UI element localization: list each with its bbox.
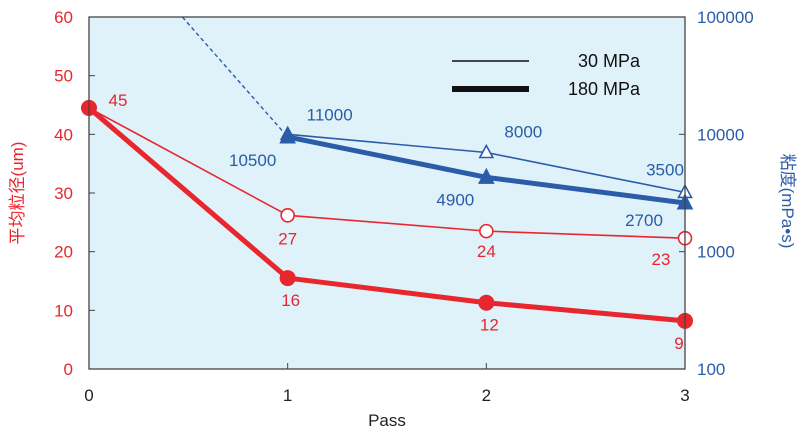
right-axis-tick-label: 1000 — [697, 243, 735, 262]
left-axis-tick-label: 10 — [54, 301, 73, 320]
x-axis-tick-label: 1 — [283, 386, 292, 405]
right-axis-tick-label: 100000 — [697, 8, 754, 27]
left-axis-tick-label: 50 — [54, 67, 73, 86]
left-axis-tick-label: 30 — [54, 184, 73, 203]
data-label-30mpa-particle-size: 24 — [477, 242, 496, 261]
data-label-180mpa-viscosity: 10500 — [229, 151, 276, 170]
data-point-180mpa-viscosity — [279, 127, 296, 144]
left-axis-tick-label: 0 — [64, 360, 73, 379]
left-axis-tick-label: 60 — [54, 8, 73, 27]
data-label-30mpa-particle-size: 45 — [109, 91, 128, 110]
data-point-30mpa-particle-size — [280, 207, 295, 223]
data-label-180mpa-particle-size: 12 — [480, 316, 499, 335]
x-axis-tick-label: 2 — [482, 386, 491, 405]
data-label-180mpa-particle-size: 16 — [281, 291, 300, 310]
data-label-30mpa-particle-size: 27 — [278, 229, 297, 248]
data-label-30mpa-particle-size: 23 — [652, 250, 671, 269]
data-label-30mpa-viscosity: 11000 — [307, 105, 353, 124]
series-line-180mpa-particle-size — [86, 105, 688, 324]
data-point-30mpa-particle-size — [479, 223, 494, 239]
right-axis-title: 粘度(mPa•s) — [778, 154, 797, 249]
left-axis-tick-label: 20 — [54, 243, 73, 262]
right-axis-tick-label: 100 — [697, 360, 725, 379]
x-axis-tick-label: 0 — [84, 386, 93, 405]
data-label-30mpa-viscosity: 8000 — [504, 123, 542, 142]
x-axis-title: Pass — [368, 411, 406, 430]
right-axis-tick-label: 10000 — [697, 125, 744, 144]
series-line-30mpa-particle-size — [88, 107, 686, 239]
left-axis-tick-label: 40 — [54, 125, 73, 144]
data-point-180mpa-particle-size — [279, 270, 296, 287]
data-label-30mpa-viscosity: 3500 — [646, 160, 684, 179]
legend-label: 180 MPa — [568, 79, 641, 99]
data-label-180mpa-particle-size: 9 — [674, 334, 683, 353]
data-label-180mpa-viscosity: 4900 — [436, 190, 474, 209]
data-label-180mpa-viscosity: 2700 — [625, 211, 663, 230]
left-axis-title: 平均粒径(um) — [8, 142, 27, 245]
data-point-180mpa-viscosity — [478, 167, 495, 184]
data-point-180mpa-particle-size — [478, 294, 495, 311]
viscosity-dashed-extension — [181, 16, 289, 138]
legend-label: 30 MPa — [578, 51, 641, 71]
x-axis-tick-label: 3 — [680, 386, 689, 405]
data-point-30mpa-viscosity — [478, 143, 495, 159]
plot-frame — [88, 16, 686, 370]
legend: 30 MPa 180 MPa — [452, 51, 641, 99]
